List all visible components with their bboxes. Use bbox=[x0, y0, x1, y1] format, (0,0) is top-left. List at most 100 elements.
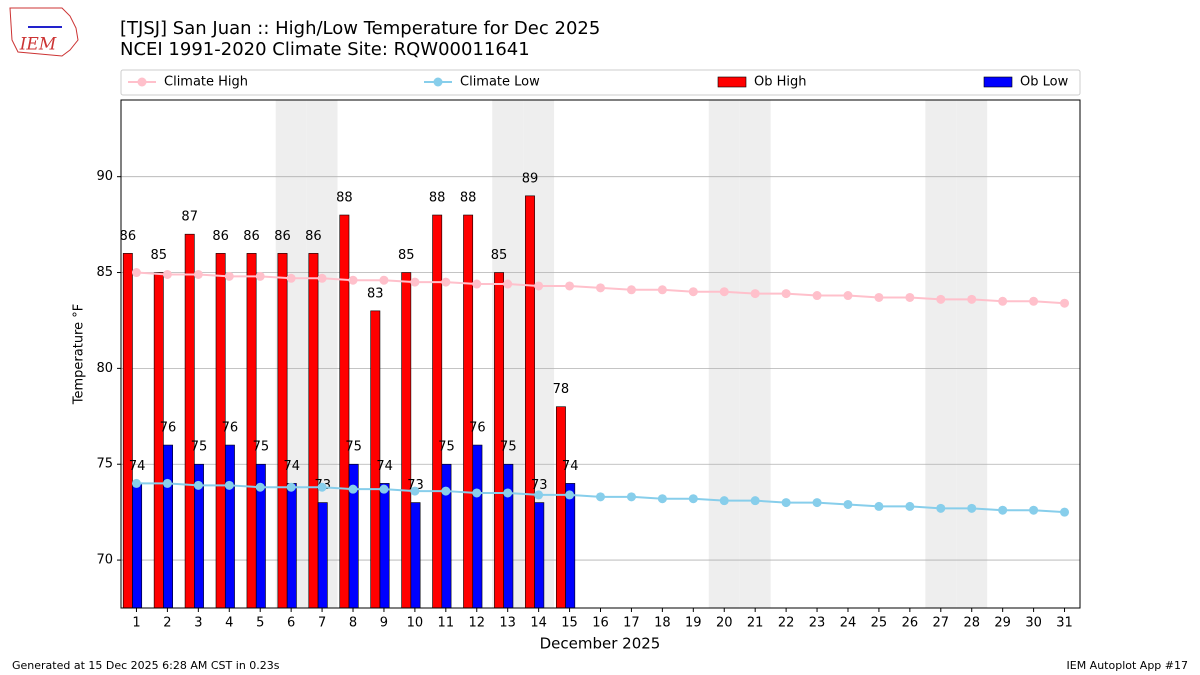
bar bbox=[441, 463, 452, 609]
point bbox=[936, 294, 946, 304]
point bbox=[224, 480, 234, 490]
value-label: 74 bbox=[129, 459, 146, 474]
footer-right: IEM Autoplot App #17 bbox=[1067, 659, 1189, 672]
weekend-shade bbox=[956, 100, 988, 608]
point bbox=[657, 285, 667, 295]
point bbox=[1060, 298, 1070, 308]
point bbox=[441, 486, 451, 496]
bar bbox=[317, 502, 328, 609]
point bbox=[688, 494, 698, 504]
logo-outline bbox=[9, 7, 79, 57]
x-tick-label: 25 bbox=[871, 616, 888, 631]
value-label: 74 bbox=[376, 459, 393, 474]
value-label: 75 bbox=[500, 440, 517, 455]
legend-swatch bbox=[717, 76, 747, 88]
point bbox=[472, 488, 482, 498]
logo: IEM bbox=[9, 7, 79, 57]
point bbox=[131, 268, 141, 278]
value-label: 88 bbox=[460, 191, 477, 206]
value-label: 76 bbox=[469, 421, 486, 436]
x-tick-label: 12 bbox=[468, 616, 485, 631]
bar bbox=[308, 253, 319, 609]
point bbox=[781, 289, 791, 299]
point bbox=[626, 285, 636, 295]
footer-left: Generated at 15 Dec 2025 6:28 AM CST in … bbox=[12, 659, 280, 672]
value-label: 89 bbox=[522, 171, 539, 186]
x-tick-label: 22 bbox=[778, 616, 795, 631]
bar bbox=[122, 253, 133, 609]
value-label: 85 bbox=[398, 248, 415, 263]
logo-text: IEM bbox=[19, 35, 57, 55]
point bbox=[967, 294, 977, 304]
x-tick-label: 16 bbox=[592, 616, 609, 631]
bar bbox=[246, 253, 257, 609]
point bbox=[255, 271, 265, 281]
bar bbox=[286, 483, 297, 609]
point bbox=[503, 488, 513, 498]
weekend-shade bbox=[925, 100, 957, 608]
bar bbox=[339, 214, 350, 609]
point bbox=[534, 281, 544, 291]
legend-label: Climate High bbox=[164, 75, 248, 90]
value-label: 75 bbox=[253, 440, 270, 455]
value-label: 83 bbox=[367, 286, 384, 301]
value-label: 75 bbox=[191, 440, 208, 455]
point bbox=[657, 494, 667, 504]
point bbox=[348, 275, 358, 285]
point bbox=[317, 482, 327, 492]
point bbox=[1029, 505, 1039, 515]
value-label: 74 bbox=[562, 459, 579, 474]
x-tick-label: 24 bbox=[840, 616, 857, 631]
x-tick-label: 8 bbox=[349, 616, 357, 631]
bar bbox=[503, 463, 514, 609]
x-tick-label: 11 bbox=[438, 616, 455, 631]
point bbox=[905, 292, 915, 302]
point bbox=[688, 287, 698, 297]
point bbox=[131, 478, 141, 488]
x-tick-label: 6 bbox=[287, 616, 295, 631]
x-axis-label: December 2025 bbox=[540, 635, 661, 653]
point bbox=[874, 501, 884, 511]
bar bbox=[277, 253, 288, 609]
point bbox=[162, 478, 172, 488]
value-label: 86 bbox=[120, 229, 137, 244]
y-tick-label: 85 bbox=[96, 265, 113, 280]
y-axis-label: Temperature °F bbox=[72, 304, 87, 405]
y-tick-label: 70 bbox=[96, 553, 113, 568]
bar bbox=[432, 214, 443, 609]
x-tick-label: 21 bbox=[747, 616, 764, 631]
point bbox=[843, 291, 853, 301]
point bbox=[472, 279, 482, 289]
value-label: 74 bbox=[284, 459, 301, 474]
legend-label: Ob Low bbox=[1020, 75, 1069, 90]
x-tick-label: 28 bbox=[963, 616, 980, 631]
x-tick-label: 1 bbox=[132, 616, 140, 631]
point bbox=[317, 273, 327, 283]
point bbox=[503, 279, 513, 289]
y-tick-label: 80 bbox=[96, 361, 113, 376]
point bbox=[719, 496, 729, 506]
x-tick-label: 13 bbox=[499, 616, 516, 631]
point bbox=[812, 498, 822, 508]
legend-label: Ob High bbox=[754, 75, 807, 90]
legend-frame bbox=[120, 69, 1081, 96]
x-tick-label: 5 bbox=[256, 616, 264, 631]
value-label: 75 bbox=[438, 440, 455, 455]
x-tick-label: 18 bbox=[654, 616, 671, 631]
legend-marker bbox=[137, 77, 147, 87]
point bbox=[750, 289, 760, 299]
x-tick-label: 27 bbox=[933, 616, 950, 631]
point bbox=[596, 492, 605, 502]
point bbox=[998, 505, 1008, 515]
weekend-shade bbox=[739, 100, 771, 608]
point bbox=[286, 482, 296, 492]
bar bbox=[472, 444, 483, 609]
legend-marker bbox=[433, 77, 443, 87]
bar bbox=[534, 502, 545, 609]
value-label: 78 bbox=[553, 382, 570, 397]
chart-title: [TJSJ] San Juan :: High/Low Temperature … bbox=[120, 18, 600, 39]
point bbox=[286, 273, 296, 283]
x-tick-label: 23 bbox=[809, 616, 826, 631]
value-label: 76 bbox=[160, 421, 177, 436]
point bbox=[936, 503, 946, 513]
